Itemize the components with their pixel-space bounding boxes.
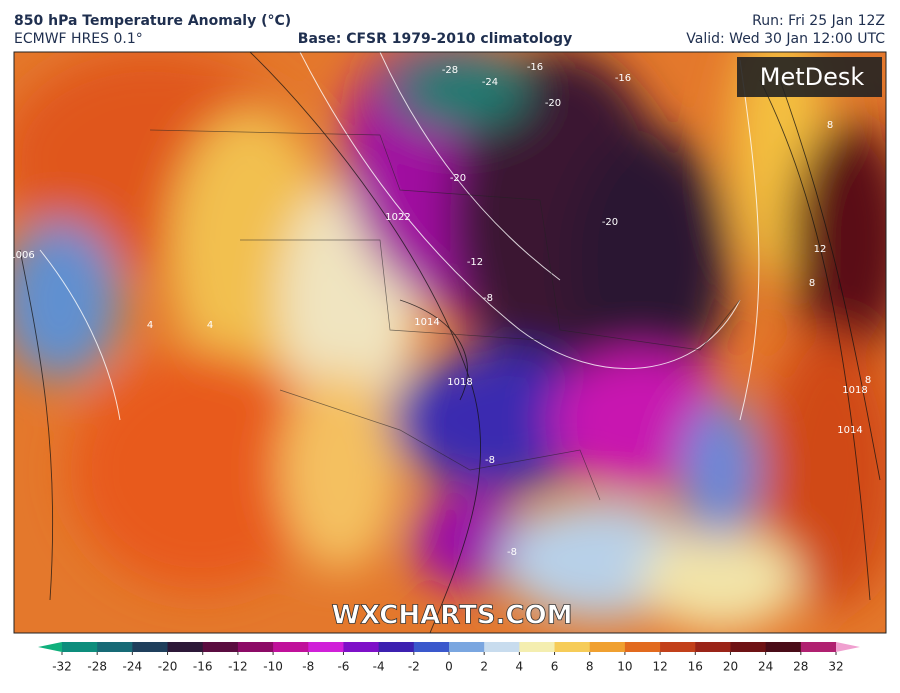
colorbar-segment bbox=[624, 642, 661, 652]
colorbar-label: -8 bbox=[302, 660, 314, 674]
colorbar-segment bbox=[519, 642, 556, 652]
colorbar-label: -32 bbox=[52, 660, 72, 674]
colorbar-label: 32 bbox=[828, 660, 843, 674]
colorbar-label: -6 bbox=[337, 660, 349, 674]
watermark: WXCHARTS.COM bbox=[331, 601, 572, 631]
contour-label: 1014 bbox=[414, 317, 439, 328]
contour-label: 1014 bbox=[837, 425, 862, 436]
contour-label: 12 bbox=[814, 244, 827, 255]
contour-label: -20 bbox=[602, 217, 618, 228]
colorbar-label: 6 bbox=[551, 660, 559, 674]
contour-label: -20 bbox=[545, 98, 561, 109]
colorbar-segment bbox=[730, 642, 767, 652]
colorbar-segment bbox=[695, 642, 731, 652]
colorbar-label: -12 bbox=[228, 660, 248, 674]
colorbar-label: 16 bbox=[688, 660, 703, 674]
logo-box bbox=[737, 57, 882, 97]
contour-label: 4 bbox=[147, 320, 153, 331]
colorbar-segment bbox=[62, 642, 98, 652]
colorbar-segment bbox=[237, 642, 274, 652]
colorbar-label: -24 bbox=[123, 660, 143, 674]
colorbar-segment bbox=[660, 642, 696, 652]
colorbar-label: 0 bbox=[445, 660, 453, 674]
contour-label: -8 bbox=[485, 455, 495, 466]
contour-label: 1018 bbox=[447, 377, 472, 388]
colorbar-segment bbox=[132, 642, 169, 652]
map bbox=[14, 52, 886, 633]
contour-label: -28 bbox=[442, 65, 458, 76]
colorbar-segment bbox=[273, 642, 309, 652]
run: Run: Fri 25 Jan 12Z bbox=[752, 13, 885, 29]
contour-label: 8 bbox=[827, 120, 833, 131]
colorbar-label: 8 bbox=[586, 660, 594, 674]
contour-label: 8 bbox=[865, 375, 871, 386]
colorbar-label: -2 bbox=[408, 660, 420, 674]
contour-label: 1018 bbox=[842, 385, 867, 396]
colorbar-low bbox=[38, 642, 62, 652]
model: ECMWF HRES 0.1° bbox=[14, 31, 143, 47]
colorbar-label: -4 bbox=[373, 660, 385, 674]
colorbar-label: 4 bbox=[516, 660, 524, 674]
contour-label: 1022 bbox=[385, 212, 410, 223]
title: 850 hPa Temperature Anomaly (°C) bbox=[14, 13, 291, 29]
colorbar-segment bbox=[97, 642, 133, 652]
colorbar-label: 24 bbox=[758, 660, 773, 674]
colorbar-high bbox=[836, 642, 860, 652]
colorbar-label: 2 bbox=[480, 660, 488, 674]
colorbar-label: 10 bbox=[617, 660, 632, 674]
contour-label: -8 bbox=[507, 547, 517, 558]
colorbar-label: 12 bbox=[652, 660, 667, 674]
colorbar-label: 20 bbox=[723, 660, 738, 674]
colorbar-label: -20 bbox=[158, 660, 178, 674]
colorbar-segment bbox=[554, 642, 591, 652]
contour-label: -8 bbox=[483, 293, 493, 304]
colorbar-label: -16 bbox=[193, 660, 213, 674]
contour-label: -12 bbox=[467, 257, 483, 268]
colorbar-segment bbox=[167, 642, 204, 652]
colorbar-label: -28 bbox=[87, 660, 107, 674]
logo: MetDesk bbox=[760, 63, 865, 91]
contour-label: -24 bbox=[482, 77, 498, 88]
colorbar-segment bbox=[589, 642, 626, 652]
contour-label: 8 bbox=[809, 278, 815, 289]
contour-label: 4 bbox=[207, 320, 213, 331]
contour-label: 1006 bbox=[9, 250, 34, 261]
colorbar-segment bbox=[378, 642, 415, 652]
colorbar-segment bbox=[800, 642, 837, 652]
colorbar-segment bbox=[413, 642, 450, 652]
colorbar-segment bbox=[202, 642, 239, 652]
colorbar-label: 28 bbox=[793, 660, 808, 674]
colorbar-segment bbox=[765, 642, 802, 652]
map-frame bbox=[13, 51, 887, 634]
contour-label: -20 bbox=[450, 173, 466, 184]
contour-label: -16 bbox=[527, 62, 543, 73]
colorbar-segment bbox=[484, 642, 520, 652]
contour-label: -16 bbox=[615, 73, 631, 84]
colorbar-segment bbox=[343, 642, 380, 652]
colorbar-segment bbox=[308, 642, 344, 652]
base: Base: CFSR 1979-2010 climatology bbox=[298, 31, 572, 47]
colorbar-label: -10 bbox=[263, 660, 283, 674]
colorbar-segment bbox=[449, 642, 485, 652]
valid: Valid: Wed 30 Jan 12:00 UTC bbox=[686, 31, 885, 47]
